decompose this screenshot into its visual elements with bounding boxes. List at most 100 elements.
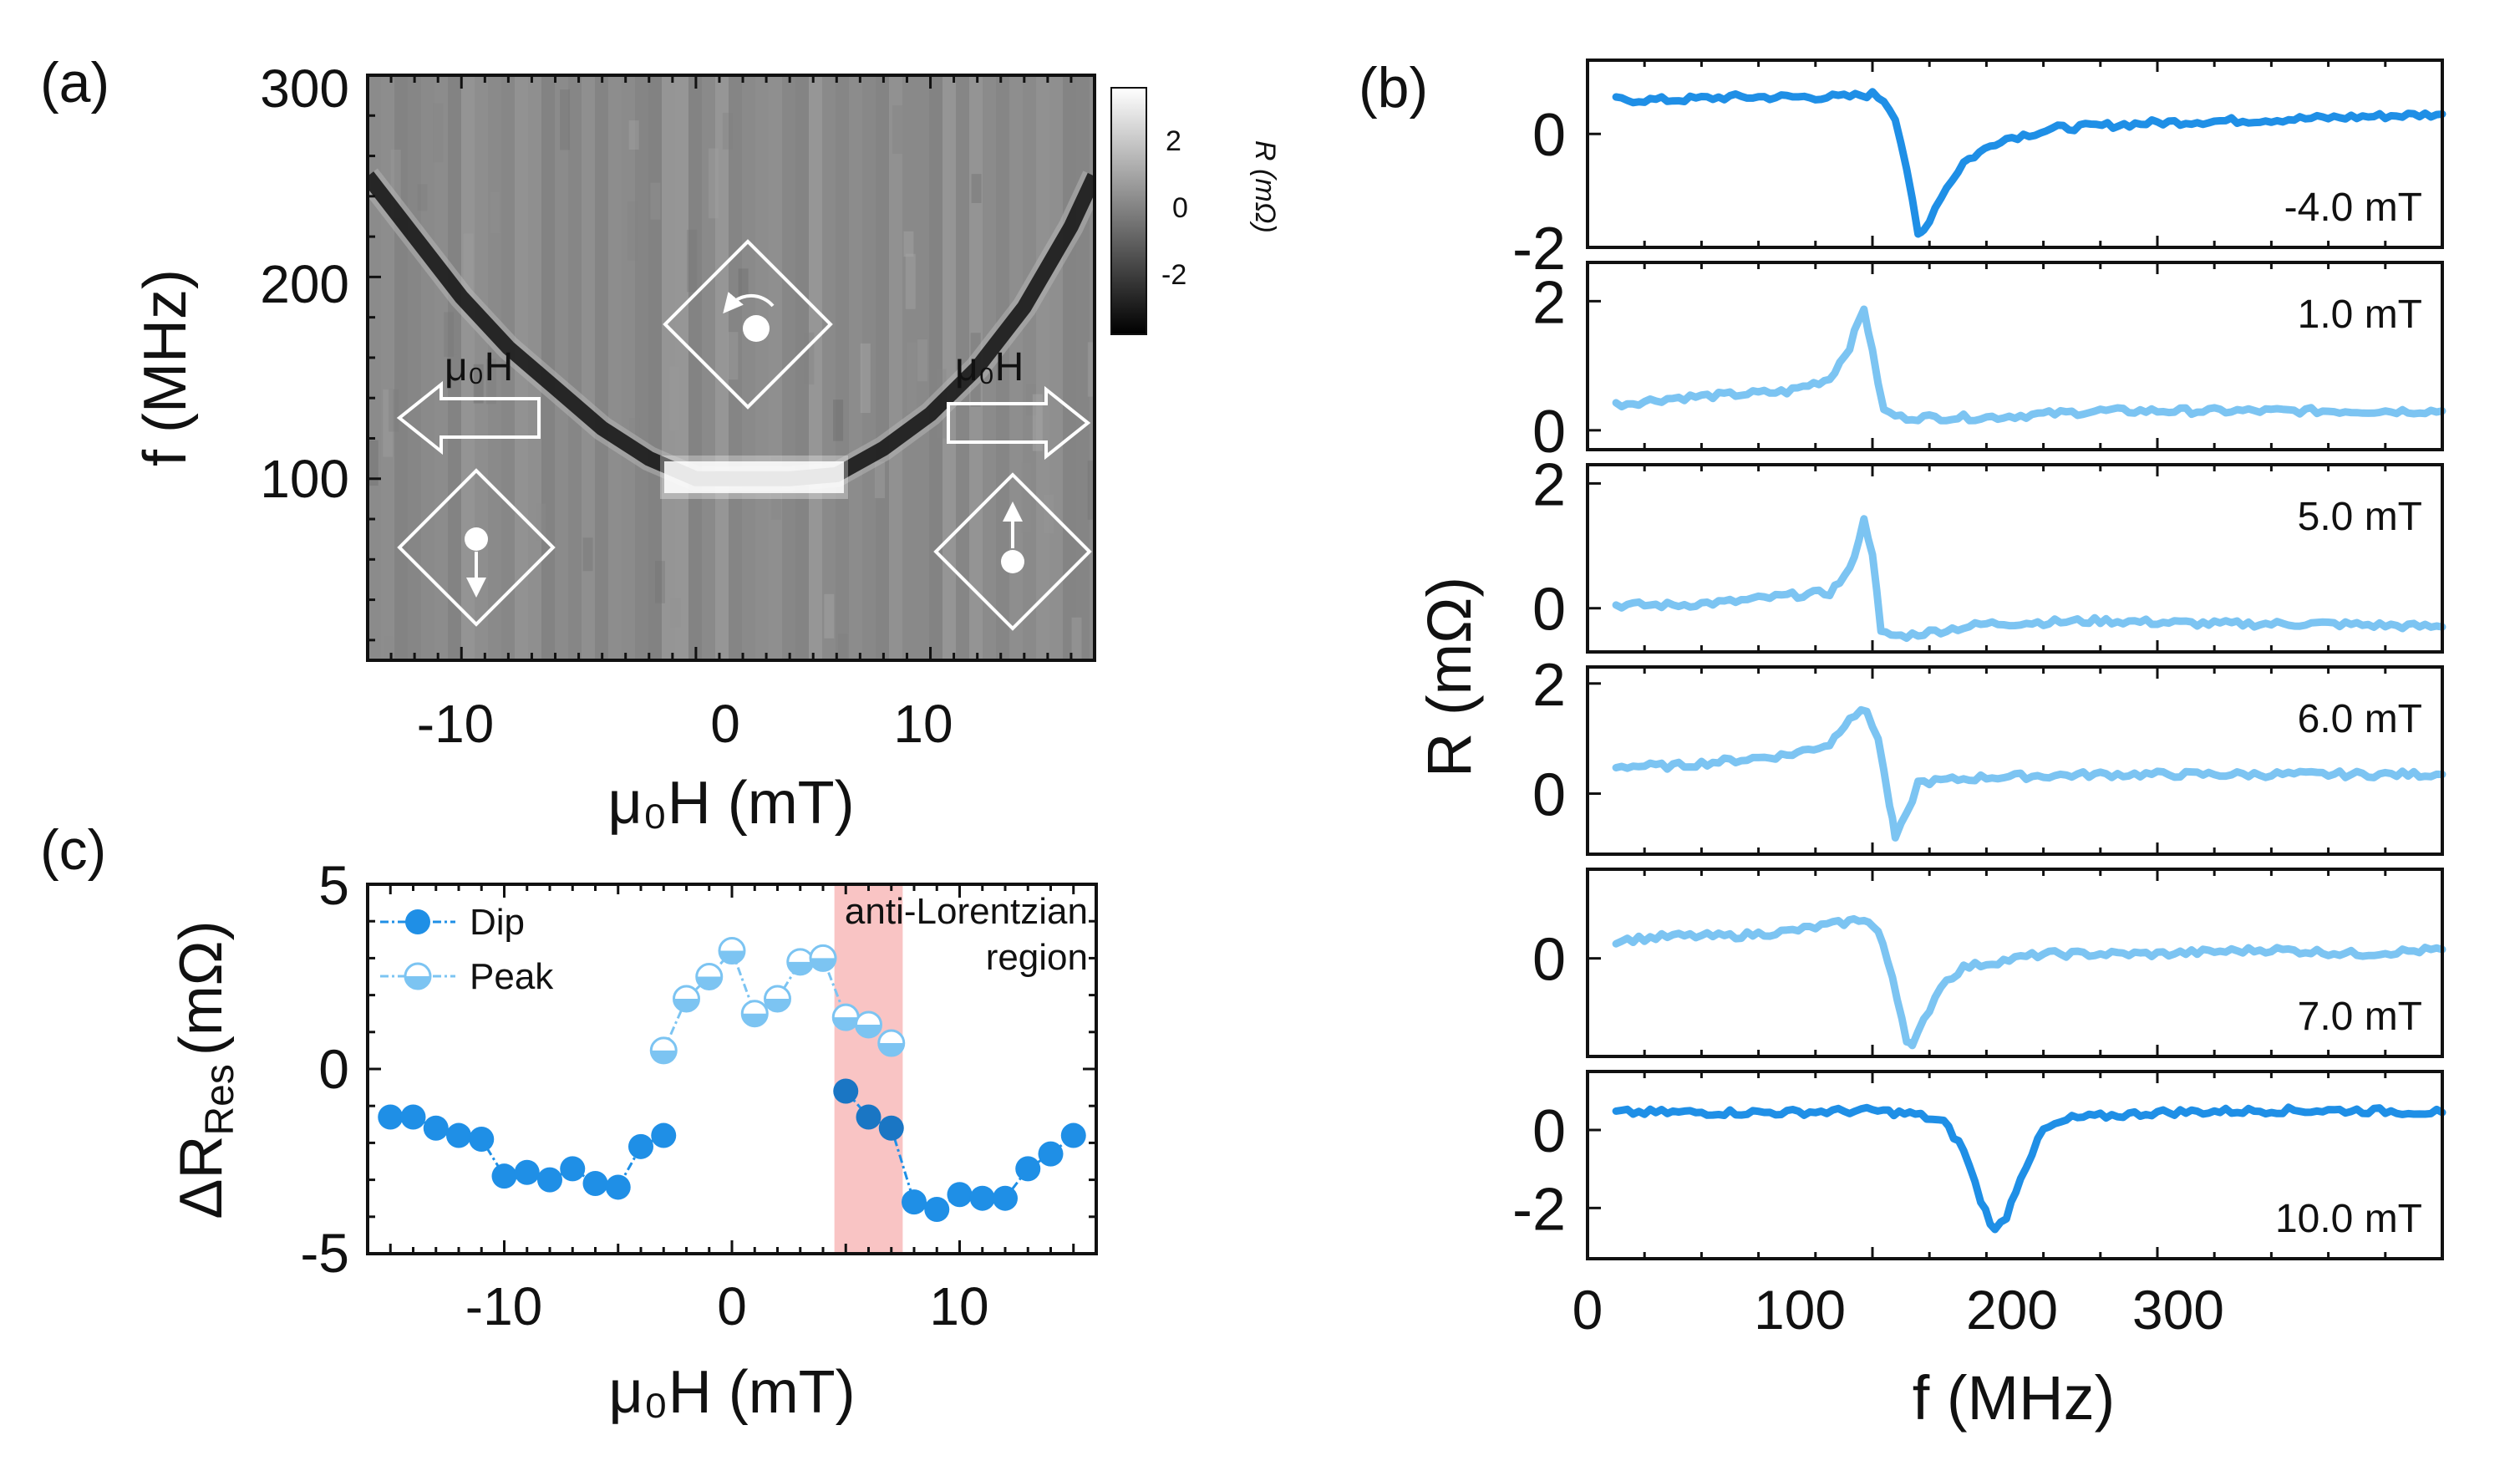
a-ytick-label: 200 xyxy=(260,254,349,314)
heatmap-column xyxy=(889,75,902,660)
colorbar-tick-label: 0 xyxy=(1172,192,1188,224)
heatmap-column xyxy=(755,75,769,660)
dip-point xyxy=(878,1115,904,1141)
heatmap-noise-patch xyxy=(728,332,739,380)
c-ytick-label: -5 xyxy=(300,1222,349,1284)
b-xtick-label: 0 xyxy=(1572,1279,1603,1341)
spectrum-trace xyxy=(1612,88,2446,238)
b-ytick-label: 0 xyxy=(1532,102,1566,169)
heatmap-area: μ₀H μ₀H xyxy=(368,75,1095,660)
heatmap-noise-patch xyxy=(654,561,665,603)
colorbar-tick-label: 2 xyxy=(1166,125,1181,157)
spectrum-panel: 2 0 6.0 mT xyxy=(1532,652,2446,856)
heatmap-column xyxy=(876,75,889,660)
dip-point xyxy=(1060,1122,1086,1148)
spectrum-panel: 0 -2 10.0 mT xyxy=(1512,1070,2446,1260)
heatmap-noise-patch xyxy=(368,440,379,486)
heatmap-noise-patch xyxy=(670,598,681,628)
dip-point xyxy=(993,1185,1018,1211)
a-ytick-label: 300 xyxy=(260,59,349,119)
peak-point xyxy=(855,1010,882,1039)
magnetization-down-icon xyxy=(397,468,556,627)
spectrum-frame xyxy=(1586,665,2444,856)
heatmap-column xyxy=(729,75,742,660)
dip-point xyxy=(628,1133,653,1159)
heatmap-ticks xyxy=(366,74,1096,660)
dip-point xyxy=(902,1189,927,1215)
field-arrow-right-label: μ₀H xyxy=(955,345,1024,389)
a-xtick-label: -10 xyxy=(417,694,495,754)
dip-point xyxy=(491,1163,517,1189)
heatmap-column xyxy=(836,75,849,660)
heatmap-frame xyxy=(366,74,1096,662)
dip-point xyxy=(969,1185,995,1211)
b-xtick-label: 300 xyxy=(2132,1279,2224,1341)
heatmap-noise-patch xyxy=(709,148,719,219)
b-ytick-label: 0 xyxy=(1532,577,1566,644)
spectrum-panel: 0 -2 -4.0 mT xyxy=(1512,59,2446,282)
c-xtick-label: -10 xyxy=(465,1276,543,1336)
c-ylabel-main: ΔR xyxy=(168,1136,235,1219)
c-ytick-label: 5 xyxy=(318,854,349,916)
c-data xyxy=(378,937,1086,1222)
heatmap-column xyxy=(582,75,595,660)
heatmap-column xyxy=(715,75,729,660)
heatmap-column xyxy=(1023,75,1036,660)
b-ytick-label: 2 xyxy=(1532,269,1566,336)
c-xlabel: μ₀H (mT) xyxy=(608,1359,855,1426)
heatmap-noise-patch xyxy=(485,359,496,405)
heatmap-column xyxy=(1076,75,1090,660)
spectrum-panel: 0 7.0 mT xyxy=(1532,868,2446,1058)
dip-point xyxy=(514,1159,540,1185)
heatmap-column xyxy=(595,75,608,660)
heatmap-noise-patch xyxy=(907,342,917,413)
heatmap-noise-patch xyxy=(1026,384,1037,415)
heatmap-column xyxy=(608,75,622,660)
b-ytick-label: 0 xyxy=(1532,1098,1566,1165)
heatmap-column xyxy=(635,75,648,660)
heatmap-column xyxy=(675,75,688,660)
magnetization-up-icon xyxy=(933,472,1092,631)
heatmap-column xyxy=(688,75,702,660)
heatmap-column xyxy=(555,75,568,660)
heatmap-noise-patch xyxy=(490,192,500,233)
dip-point xyxy=(378,1104,404,1130)
dip-point xyxy=(560,1156,586,1182)
colorbar-label: R (mΩ) xyxy=(1249,140,1281,233)
a-xtick-label: 0 xyxy=(710,694,740,754)
dip-point xyxy=(856,1104,881,1130)
c-ticks xyxy=(366,883,1098,1255)
b-ytick-label: 2 xyxy=(1532,652,1566,719)
dip-point xyxy=(469,1126,495,1152)
c-highlight-line2: region xyxy=(986,937,1088,978)
a-xlabel: μ₀H (mT) xyxy=(607,770,854,837)
spectrum-trace xyxy=(1612,515,2446,642)
dip-point xyxy=(605,1174,631,1200)
peak-point xyxy=(740,1000,769,1028)
heatmap-noise-patch xyxy=(917,338,927,382)
bright-resonance-glow xyxy=(660,456,848,499)
spectrum-field-label: 5.0 mT xyxy=(2298,495,2422,539)
b-ytick-label: 0 xyxy=(1532,399,1566,466)
c-ylabel: ΔRRes (mΩ) xyxy=(168,920,242,1219)
field-arrow-left: μ₀H xyxy=(396,345,541,456)
heatmap-noise-patch xyxy=(433,103,444,163)
b-xtick-label: 100 xyxy=(1754,1279,1846,1341)
heatmap-noise-patch xyxy=(473,364,484,404)
spectrum-frame xyxy=(1586,261,2444,451)
field-arrow-left-label: μ₀H xyxy=(445,345,513,389)
anti-lorentzian-region xyxy=(834,884,903,1254)
magnetization-precession-icon xyxy=(663,239,833,410)
heatmap-noise xyxy=(368,89,1095,660)
spectrum-panel: 2 0 1.0 mT xyxy=(1532,261,2446,466)
heatmap-column xyxy=(648,75,662,660)
spectrum-frame xyxy=(1586,868,2444,1058)
colorbar-gradient xyxy=(1110,87,1147,335)
heatmap-column xyxy=(1036,75,1049,660)
heatmap-noise-patch xyxy=(875,461,886,499)
heatmap-noise-patch xyxy=(628,120,639,150)
heatmap-column xyxy=(461,75,475,660)
c-xtick-label: 0 xyxy=(717,1276,747,1336)
heatmap-column xyxy=(501,75,515,660)
